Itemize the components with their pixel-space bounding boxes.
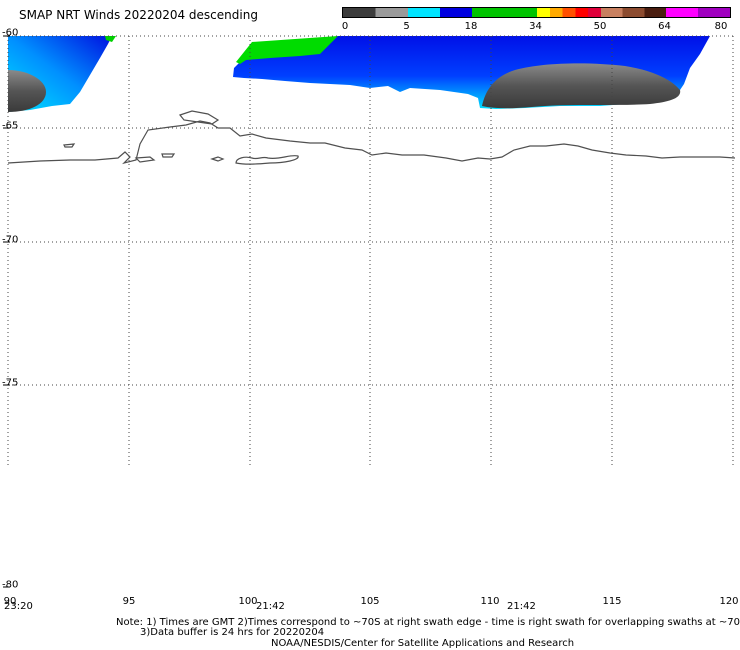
color-scale-tick-label: 34 [529,21,542,32]
color-scale-tick-label: 50 [593,21,607,32]
footnote-times: Note: 1) Times are GMT 2)Times correspon… [116,617,740,628]
lon-label-120: 120 [719,596,739,607]
color-scale-segment [343,8,408,17]
wind-swath-right [233,36,710,109]
lon-label-90: 90 [3,596,17,607]
swath-time-label: 23:20 [4,601,33,612]
lat-label-60: -60 [2,27,19,39]
color-scale-segment [601,8,666,17]
wind-speed-color-scale [342,7,731,18]
map-title: SMAP NRT Winds 20220204 descending [19,8,258,22]
lon-label-115: 115 [602,596,622,607]
swath-time-label: 21:42 [256,601,285,612]
color-scale-tick-label: 5 [403,21,410,32]
color-scale-segment [472,8,537,17]
color-scale-tick-label: 80 [714,21,728,32]
lat-label-70: -70 [2,234,19,246]
color-scale-tick-label: 64 [658,21,671,32]
lon-label-100: 100 [238,596,258,607]
lat-label-65: -65 [2,120,19,132]
color-scale-tick-label: 0 [341,21,349,32]
color-scale-segment [536,8,601,17]
lat-label-75: -75 [2,377,19,389]
footnote-credit: NOAA/NESDIS/Center for Satellite Applica… [271,638,575,649]
lon-label-105: 105 [360,596,380,607]
color-scale-segment [407,8,472,17]
axis-ticks [3,35,10,588]
lat-label-80: -80 [2,579,19,591]
lon-label-95: 95 [122,596,136,607]
color-scale-tick-label: 18 [464,21,478,32]
coastline [7,110,736,165]
wind-swath-left [8,36,116,112]
color-scale-segment [665,8,730,17]
footnote-buffer: 3)Data buffer is 24 hrs for 20220204 [140,627,325,638]
lon-label-110: 110 [480,596,500,607]
swath-time-label: 21:42 [507,601,536,612]
